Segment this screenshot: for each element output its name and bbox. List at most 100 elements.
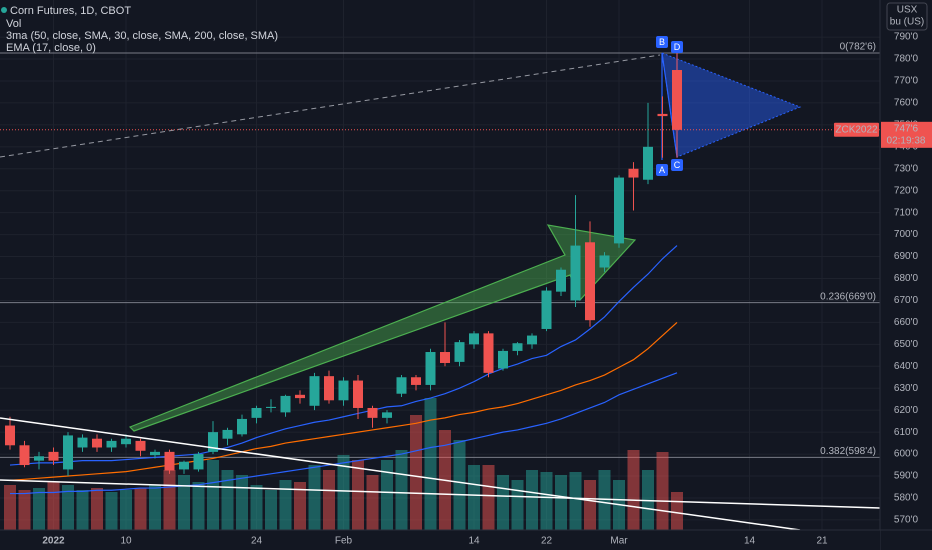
volume-bar (308, 465, 321, 530)
volume-bar (192, 482, 205, 530)
candle-body (672, 70, 682, 130)
status-dot (1, 7, 7, 13)
volume-bar (337, 455, 350, 530)
candle-body (527, 335, 537, 345)
volume-bar (352, 460, 364, 530)
volume-bar (395, 450, 408, 530)
candle-body (135, 440, 146, 451)
y-tick-label: 710'0 (894, 207, 919, 218)
y-tick-label: 760'0 (894, 98, 919, 109)
volume-bar (76, 490, 89, 530)
badge (656, 164, 668, 176)
candle-body (382, 412, 392, 418)
unit-label: bu (US) (890, 17, 924, 28)
volume-bar (120, 490, 132, 530)
volume-bar (424, 398, 437, 530)
arrow-drawing (128, 224, 637, 432)
price-tag (881, 121, 932, 148)
candle-body (585, 242, 595, 321)
volume-bar (569, 472, 582, 530)
countdown-label: 02:19:38 (887, 135, 926, 146)
volume-bar (149, 485, 161, 530)
candle-body (63, 435, 73, 470)
candle-body (541, 290, 552, 329)
volume-bar (236, 475, 248, 530)
candle-body (5, 425, 15, 446)
volume-bar (555, 475, 567, 530)
volume-bar (207, 460, 219, 530)
indicator-label[interactable]: 3ma (50, close, SMA, 30, close, SMA, 200… (6, 30, 278, 42)
x-tick-label: 22 (541, 536, 553, 547)
candle-body (599, 255, 610, 268)
candles (5, 52, 682, 495)
time-axis (0, 530, 880, 550)
volume-bar (381, 460, 393, 530)
volume-bar (221, 470, 234, 530)
volume-bar (598, 470, 611, 530)
candle-body (338, 380, 349, 401)
y-tick-label: 570'0 (894, 515, 919, 526)
candle-body (614, 177, 624, 244)
volume-bar (497, 475, 509, 530)
badge (671, 159, 683, 171)
candle-body (353, 380, 363, 408)
y-tick-label: 680'0 (894, 273, 919, 284)
volume-bar (62, 485, 74, 530)
ma-line (9, 321, 678, 482)
candle-body (657, 113, 668, 117)
volume-bar (526, 470, 538, 530)
volume-bar (656, 452, 669, 530)
symbol-label: ZCK2022 (835, 124, 878, 135)
candle-body (106, 440, 117, 448)
volume-bar (134, 488, 147, 530)
volume-bar (279, 480, 292, 530)
candle-body (498, 350, 508, 369)
y-tick-label: 630'0 (894, 383, 919, 394)
volume-bar (511, 480, 524, 530)
x-tick-label: Feb (335, 536, 353, 547)
candle-body (19, 445, 30, 466)
badge (671, 41, 683, 53)
candle-body (454, 342, 465, 362)
candle-body (309, 376, 320, 406)
y-tick-label: 730'0 (894, 163, 919, 174)
volume-bar (265, 490, 277, 530)
volume-bar (410, 415, 422, 530)
price-label: 747'6 (894, 123, 919, 134)
dashed-trendline (0, 54, 661, 158)
indicator-label[interactable]: Vol (6, 18, 21, 30)
candle-body (396, 377, 407, 394)
x-tick-label: 24 (251, 536, 263, 547)
indicator-label[interactable]: EMA (17, close, 0) (6, 42, 96, 54)
candle-body (556, 269, 566, 292)
volume-bar (468, 465, 480, 530)
candle-body (193, 454, 204, 470)
candle-body (208, 432, 218, 452)
y-tick-label: 780'0 (894, 54, 919, 65)
candle-body (425, 352, 436, 385)
y-tick-label: 660'0 (894, 317, 919, 328)
volume-bar (627, 450, 640, 530)
candle-body (150, 451, 160, 456)
volume-bar (366, 475, 379, 530)
badge-label: A (659, 165, 665, 175)
chart-title: Corn Futures, 1D, CBOT (10, 5, 131, 17)
volume-bar (250, 485, 263, 530)
ma-line (9, 245, 678, 466)
y-tick-label: 650'0 (894, 339, 919, 350)
y-tick-label: 770'0 (894, 76, 919, 87)
x-tick-label: 14 (744, 536, 756, 547)
candle-body (643, 146, 653, 180)
volume-bar (18, 490, 31, 530)
candle-body (483, 333, 494, 373)
y-tick-label: 590'0 (894, 471, 919, 482)
unit-box[interactable] (886, 2, 928, 31)
candle-body (164, 451, 175, 471)
candle-body (92, 438, 102, 448)
volume-bar (453, 440, 466, 530)
candle-body (295, 394, 305, 399)
volume-bar (105, 492, 118, 530)
volume-bar (323, 470, 335, 530)
y-tick-label: 670'0 (894, 295, 919, 306)
